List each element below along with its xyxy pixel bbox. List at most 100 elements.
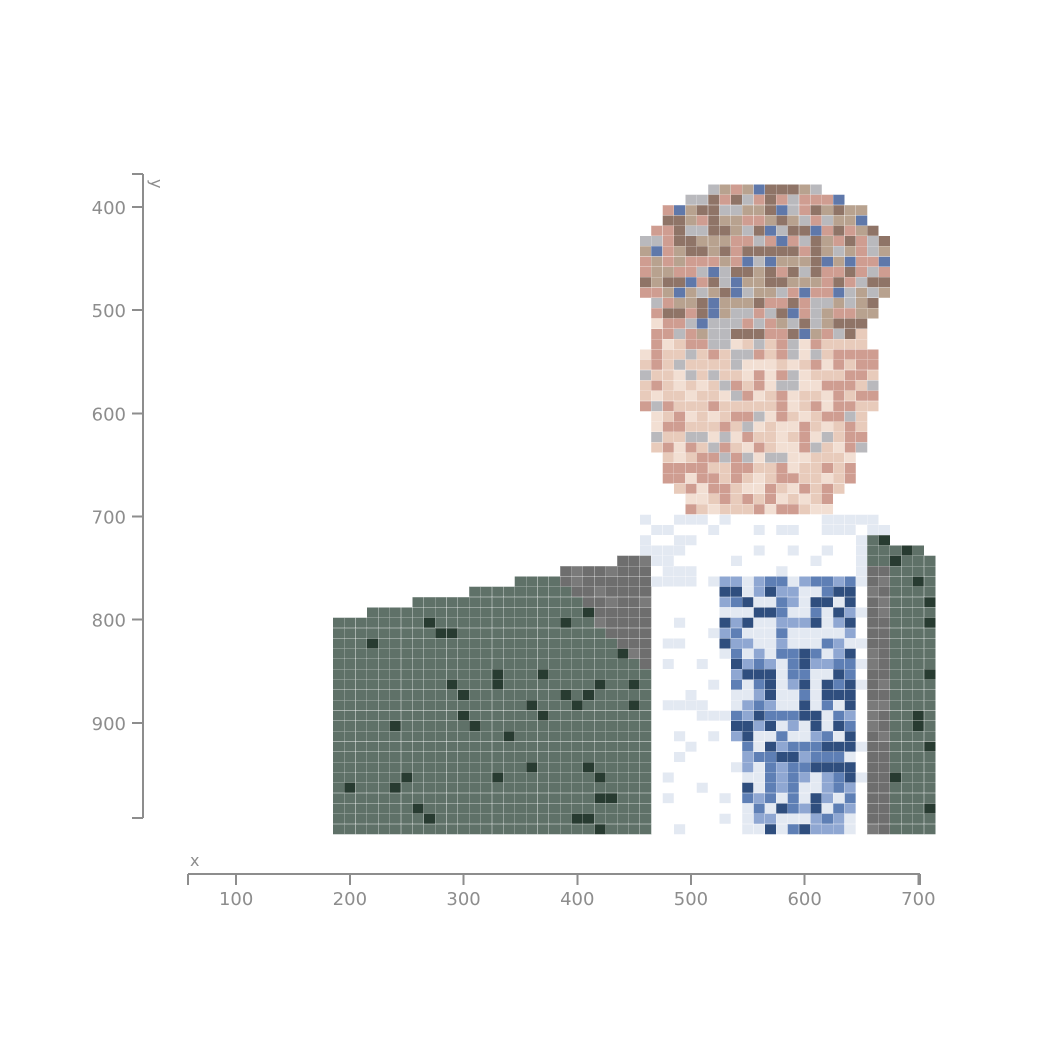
- heatmap-cell: [400, 627, 413, 639]
- heatmap-cell: [707, 349, 720, 361]
- heatmap-cell: [741, 225, 754, 237]
- heatmap-cell: [594, 648, 607, 660]
- heatmap-cell: [571, 792, 584, 804]
- heatmap-cell: [844, 627, 857, 639]
- heatmap-cell: [457, 668, 470, 681]
- heatmap-cell: [832, 658, 845, 670]
- heatmap-cell: [912, 648, 925, 660]
- heatmap-cell: [764, 710, 777, 722]
- heatmap-cell: [377, 741, 391, 753]
- heatmap-cell: [844, 380, 857, 392]
- heatmap-cell: [707, 648, 720, 660]
- heatmap-cell: [480, 782, 493, 794]
- heatmap-cell: [628, 699, 641, 711]
- x-axis-title: x: [190, 851, 199, 870]
- heatmap-cell: [594, 823, 607, 835]
- heatmap-cell: [832, 813, 845, 825]
- heatmap-cell: [787, 462, 800, 474]
- heatmap-cell: [787, 390, 800, 402]
- heatmap-cell: [366, 699, 379, 711]
- heatmap-cell: [901, 668, 914, 681]
- heatmap-cell: [525, 679, 538, 691]
- heatmap-cell: [525, 803, 538, 815]
- heatmap-cell: [639, 256, 652, 268]
- heatmap-cell: [844, 225, 857, 237]
- heatmap-cell: [798, 514, 811, 526]
- heatmap-cell: [775, 627, 789, 639]
- heatmap-cell: [480, 720, 493, 732]
- heatmap-cell: [673, 256, 686, 268]
- heatmap-cell: [537, 596, 550, 608]
- heatmap-cell: [730, 699, 743, 711]
- heatmap-cell: [559, 741, 573, 753]
- heatmap-cell: [741, 658, 754, 670]
- heatmap-cell: [719, 493, 732, 505]
- heatmap-cell: [719, 617, 732, 629]
- heatmap-cell: [696, 710, 709, 722]
- heatmap-cell: [753, 245, 766, 257]
- heatmap-cell: [514, 710, 527, 722]
- heatmap-cell: [764, 772, 777, 784]
- heatmap-cell: [775, 369, 789, 381]
- heatmap-cell: [434, 648, 447, 660]
- heatmap-cell: [855, 823, 868, 835]
- heatmap-cell: [889, 596, 902, 608]
- heatmap-cell: [605, 576, 618, 588]
- heatmap-cell: [594, 761, 607, 773]
- heatmap-cell: [753, 720, 766, 732]
- heatmap-cell: [332, 823, 345, 835]
- heatmap-cell: [707, 679, 720, 691]
- heatmap-cell: [764, 813, 777, 825]
- heatmap-cell: [855, 514, 868, 526]
- heatmap-cell: [639, 359, 652, 371]
- heatmap-cell: [866, 256, 880, 268]
- heatmap-cell: [741, 545, 754, 557]
- heatmap-cell: [912, 545, 925, 557]
- heatmap-cell: [650, 235, 663, 247]
- heatmap-cell: [673, 266, 686, 278]
- heatmap-cell: [377, 823, 391, 835]
- heatmap-cell: [673, 679, 686, 691]
- heatmap-cell: [673, 411, 686, 423]
- heatmap-cell: [901, 823, 914, 835]
- heatmap-cell: [855, 390, 868, 402]
- heatmap-cell: [537, 792, 550, 804]
- heatmap-cell: [753, 441, 766, 454]
- heatmap-cell: [639, 689, 652, 701]
- heatmap-cell: [696, 668, 709, 681]
- heatmap-cell: [844, 359, 857, 371]
- heatmap-cell: [582, 823, 595, 835]
- heatmap-cell: [798, 235, 811, 247]
- heatmap-cell: [798, 596, 811, 608]
- heatmap-cell: [764, 637, 777, 650]
- heatmap-cell: [650, 545, 663, 557]
- heatmap-cell: [912, 555, 925, 567]
- heatmap-cell: [343, 648, 356, 660]
- heatmap-cell: [753, 627, 766, 639]
- heatmap-cell: [730, 565, 743, 577]
- heatmap-cell: [696, 359, 709, 371]
- heatmap-cell: [821, 400, 834, 412]
- heatmap-cell: [696, 741, 709, 753]
- heatmap-cell: [457, 772, 470, 784]
- heatmap-cell: [878, 266, 891, 278]
- heatmap-cell: [571, 730, 584, 742]
- heatmap-cell: [787, 772, 800, 784]
- heatmap-cell: [844, 823, 857, 835]
- heatmap-cell: [810, 772, 823, 784]
- heatmap-cell: [787, 668, 800, 681]
- heatmap-cell: [787, 534, 800, 546]
- heatmap-cell: [719, 204, 732, 216]
- heatmap-cell: [844, 803, 857, 815]
- heatmap-cell: [650, 276, 663, 288]
- heatmap-cell: [889, 607, 902, 619]
- heatmap-cell: [832, 751, 845, 763]
- heatmap-cell: [594, 710, 607, 722]
- heatmap-cell: [787, 555, 800, 567]
- heatmap-cell: [434, 782, 447, 794]
- heatmap-cell: [855, 545, 868, 557]
- heatmap-cell: [548, 761, 561, 773]
- heatmap-cell: [423, 699, 436, 711]
- heatmap-cell: [639, 349, 652, 361]
- heatmap-cell: [696, 256, 709, 268]
